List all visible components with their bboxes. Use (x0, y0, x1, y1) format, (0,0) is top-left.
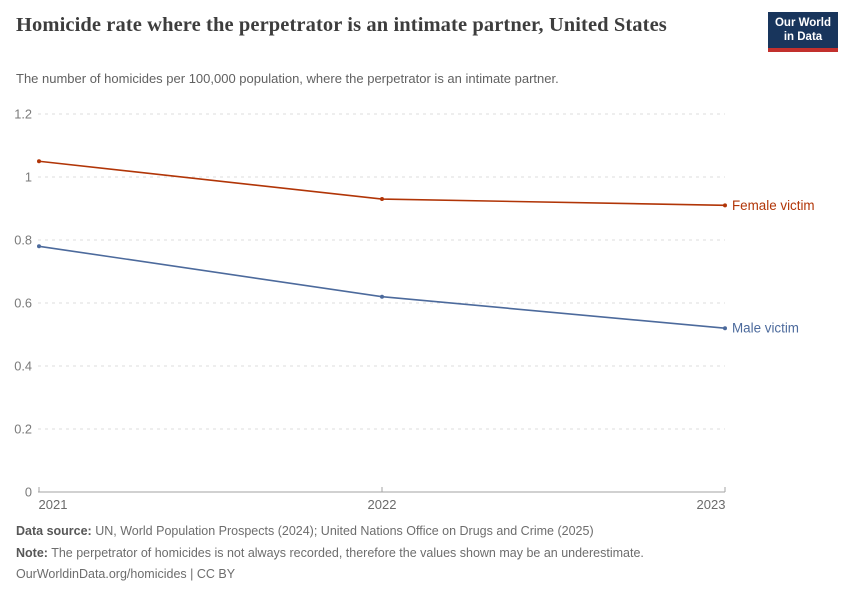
x-tick-label: 2023 (697, 497, 726, 512)
origin-url-text: OurWorldinData.org/homicides | CC BY (16, 567, 236, 581)
data-point-male-victim (37, 244, 41, 249)
y-tick-label: 0.6 (14, 296, 32, 311)
x-tick-label: 2022 (368, 497, 397, 512)
data-point-female-victim (37, 159, 41, 164)
series-label-male-victim: Male victim (732, 321, 799, 336)
owid-logo-line2: in Data (783, 30, 823, 43)
note-line: Note: The perpetrator of homicides is no… (16, 543, 834, 565)
data-source-text: UN, World Population Prospects (2024); U… (95, 524, 594, 538)
x-tick-label: 2021 (39, 497, 68, 512)
series-line-male-victim (38, 245, 726, 329)
y-tick-label: 1 (25, 170, 32, 185)
data-point-male-victim (723, 326, 727, 331)
data-source-label: Data source: (16, 524, 92, 538)
chart-subtitle: The number of homicides per 100,000 popu… (16, 71, 559, 86)
data-point-male-victim (380, 294, 384, 299)
owid-logo: Our World in Data (768, 12, 838, 52)
page-title: Homicide rate where the perpetrator is a… (16, 14, 667, 36)
series-label-female-victim: Female victim (732, 198, 815, 213)
data-source-line: Data source: UN, World Population Prospe… (16, 521, 834, 543)
y-tick-label: 0.2 (14, 422, 32, 437)
y-tick-label: 0.4 (14, 359, 32, 374)
note-label: Note: (16, 545, 48, 560)
note-text: The perpetrator of homicides is not alwa… (51, 545, 644, 560)
owid-logo-line1: Our World (774, 17, 831, 29)
chart-footer: Data source: UN, World Population Prospe… (16, 521, 834, 586)
data-point-female-victim (380, 197, 384, 202)
origin-line: OurWorldinData.org/homicides | CC BY (16, 564, 834, 586)
y-tick-label: 0.8 (14, 233, 32, 248)
y-tick-label: 0 (25, 485, 32, 500)
data-point-female-victim (723, 203, 727, 208)
y-tick-label: 1.2 (14, 107, 32, 122)
